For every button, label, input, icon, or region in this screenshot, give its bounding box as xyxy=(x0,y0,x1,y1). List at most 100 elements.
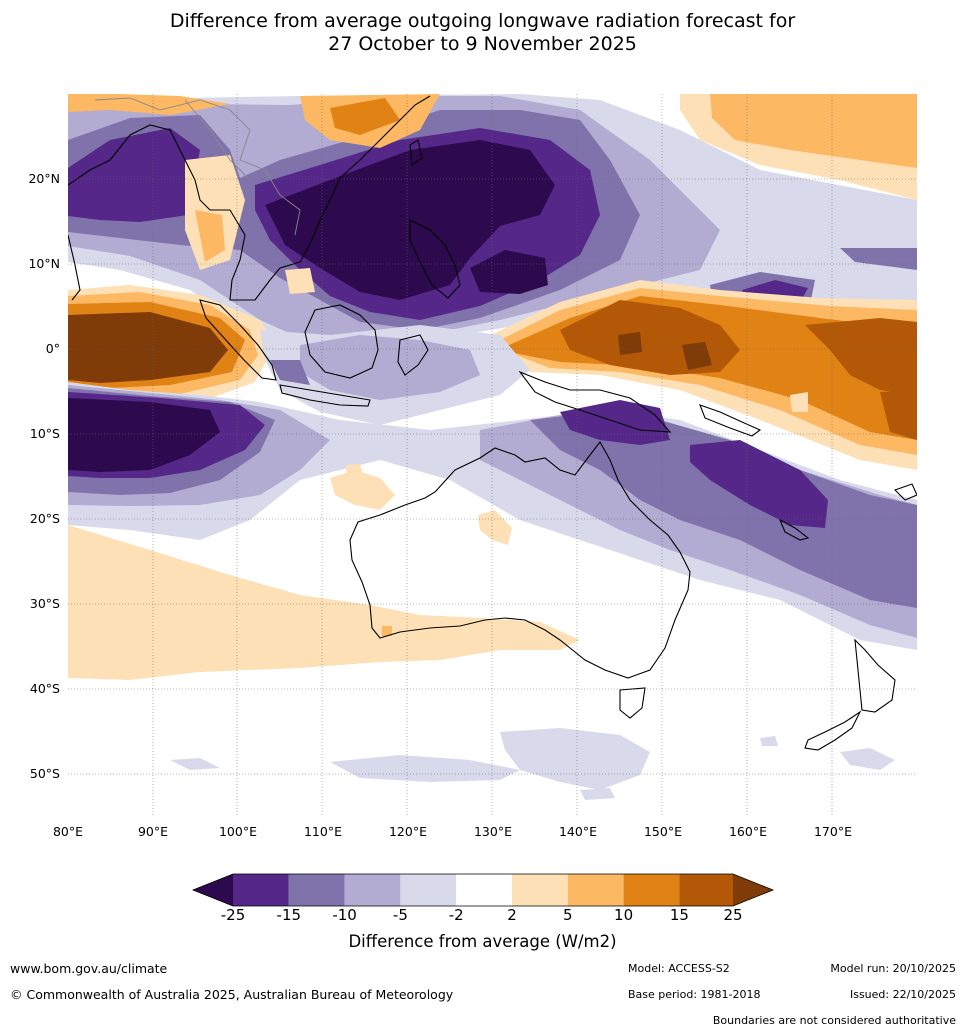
colorbar-swatch-9 xyxy=(679,874,733,906)
title-line-2: 27 October to 9 November 2025 xyxy=(328,33,637,55)
colorbar-swatch-8 xyxy=(623,874,680,906)
nz-south-coast-line xyxy=(804,710,862,751)
asia-coast-line xyxy=(68,95,431,301)
colorbar-tick-4: -5 xyxy=(392,906,408,924)
footer-copyright: © Commonwealth of Australia 2025, Austra… xyxy=(10,987,454,1002)
colorbar-swatch-4 xyxy=(400,874,457,906)
far-south-patch-a xyxy=(500,728,650,790)
nz-north-coast-line xyxy=(854,638,896,713)
north-orange-a-core xyxy=(330,98,400,135)
taiwan-coast-line xyxy=(409,139,423,166)
lat-label-40s: 40°S xyxy=(29,681,60,696)
colorbar-tick-7: 5 xyxy=(563,906,573,924)
india-coast-line xyxy=(68,234,81,301)
colorbar-tick-9: 15 xyxy=(669,906,689,924)
colorbar-tick-1: -25 xyxy=(220,906,246,924)
lat-label-20n: 20°N xyxy=(28,171,60,186)
lat-label-30s: 30°S xyxy=(29,596,60,611)
north-east-orange xyxy=(710,94,917,168)
colorbar-swatch-1 xyxy=(233,874,289,906)
lat-label-10s: 10°S xyxy=(29,426,60,441)
lon-label-80e: 80°E xyxy=(52,824,84,839)
lat-label-20s: 20°S xyxy=(29,511,60,526)
lat-label-50s: 50°S xyxy=(29,766,60,781)
colorbar-tick-2: -15 xyxy=(276,906,302,924)
pacific-band-dark-2 xyxy=(805,318,917,395)
colorbar-tick-8: 10 xyxy=(614,906,634,924)
far-south-patch-f xyxy=(580,788,615,800)
colorbar-tick-5: -2 xyxy=(448,906,464,924)
graticule xyxy=(68,94,917,816)
colorbar-title: Difference from average (W/m2) xyxy=(348,932,617,951)
java-coast-line xyxy=(279,384,371,407)
olr-anomaly-field xyxy=(68,94,917,816)
south-orange-b xyxy=(345,464,362,473)
asia-border-lines xyxy=(94,97,301,236)
lat-label-0: 0° xyxy=(45,341,60,356)
north-orange-d xyxy=(285,268,315,294)
coastlines xyxy=(68,95,917,751)
sulawesi-coast-line xyxy=(397,334,429,376)
footer-model-run: Model run: 20/10/2025 xyxy=(830,962,956,975)
lon-label-170e: 170°E xyxy=(813,824,852,839)
colorbar-swatch-7 xyxy=(567,874,624,906)
footer-model: Model: ACCESS-S2 xyxy=(628,962,730,975)
lon-label-100e: 100°E xyxy=(218,824,257,839)
fiji-coast-line xyxy=(893,483,917,501)
maritime-mid xyxy=(300,335,480,400)
south-belt-core xyxy=(68,398,220,472)
north-orange-c xyxy=(185,155,245,270)
map-title: Difference from average outgoing longwav… xyxy=(0,10,965,56)
colorbar-tick-3: -10 xyxy=(332,906,357,924)
lon-label-130e: 130°E xyxy=(473,824,512,839)
south-orange-a xyxy=(330,470,395,510)
south-belt-mid-light-2 xyxy=(480,415,917,638)
colorbar-swatch-5 xyxy=(456,874,512,906)
pacific-band-dark-3 xyxy=(880,390,917,440)
colorbar xyxy=(191,873,775,907)
title-line-1: Difference from average outgoing longwav… xyxy=(169,10,796,32)
footer-base-period: Base period: 1981-2018 xyxy=(628,988,761,1001)
tasmania-coast-line xyxy=(619,687,646,719)
colorbar-outline xyxy=(191,873,775,907)
new-guinea-coast-line xyxy=(518,370,672,433)
eq-band-core xyxy=(68,312,228,383)
footer-disclaimer: Boundaries are not considered authoritat… xyxy=(712,1014,956,1027)
footer-issued: Issued: 22/10/2025 xyxy=(849,988,956,1001)
lon-label-120e: 120°E xyxy=(388,824,427,839)
country-borders xyxy=(94,97,301,236)
lon-label-90e: 90°E xyxy=(137,824,169,839)
south-belt-dark-3 xyxy=(690,440,828,528)
philippines-coast-line xyxy=(409,219,461,299)
borneo-coast-line xyxy=(304,304,379,379)
colorbar-tick-6: 2 xyxy=(507,906,517,924)
southern-orange-belt xyxy=(68,525,580,680)
colorbar-extend-low xyxy=(193,874,233,906)
north-belt-dark xyxy=(68,128,200,222)
lon-label-160e: 160°E xyxy=(728,824,767,839)
far-south-patch-d xyxy=(840,748,895,770)
lon-label-150e: 150°E xyxy=(643,824,682,839)
lon-label-110e: 110°E xyxy=(303,824,342,839)
australia-coast-line xyxy=(349,441,691,679)
southern-orange-spot xyxy=(382,626,392,636)
new-caledonia-coast-line xyxy=(778,518,810,541)
solomon-coast-line xyxy=(699,404,762,437)
maritime-mid-2 xyxy=(270,360,310,385)
north-orange-c-core xyxy=(195,210,225,262)
sumatra-coast-line xyxy=(199,299,277,381)
far-south-patch-b xyxy=(330,755,520,782)
far-south-patch-e xyxy=(760,736,778,746)
lon-label-140e: 140°E xyxy=(558,824,597,839)
south-belt-mid-2 xyxy=(530,412,917,608)
pacific-band-light-spot xyxy=(790,392,808,412)
colorbar-swatch-6 xyxy=(512,874,568,906)
colorbar-swatch-2 xyxy=(288,874,345,906)
far-south-patch-c xyxy=(170,758,220,770)
south-orange-c xyxy=(478,510,512,545)
colorbar-swatch-3 xyxy=(344,874,401,906)
colorbar-extend-high xyxy=(733,874,773,906)
lat-label-10n: 10°N xyxy=(28,256,60,271)
footer-url: www.bom.gov.au/climate xyxy=(10,961,168,976)
